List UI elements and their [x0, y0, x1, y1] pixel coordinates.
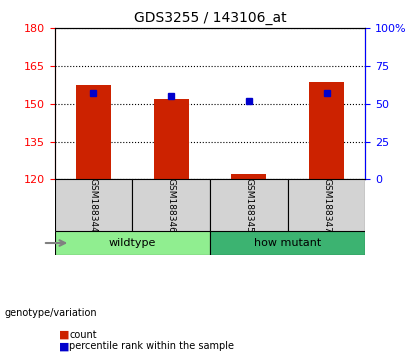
Bar: [309, 82, 344, 179]
Text: ■: ■: [59, 341, 69, 351]
Text: ■: ■: [59, 330, 69, 339]
Bar: [288, 179, 365, 231]
Text: count: count: [69, 330, 97, 339]
Bar: [132, 179, 210, 231]
Text: GSM188344: GSM188344: [89, 178, 98, 233]
Text: genotype/variation: genotype/variation: [4, 308, 97, 318]
Bar: [154, 99, 189, 179]
Text: how mutant: how mutant: [254, 238, 321, 248]
Text: GSM188346: GSM188346: [167, 178, 176, 233]
Bar: [210, 179, 288, 231]
Bar: [55, 179, 132, 231]
Text: GSM188347: GSM188347: [322, 178, 331, 233]
Text: wildtype: wildtype: [109, 238, 156, 248]
Text: percentile rank within the sample: percentile rank within the sample: [69, 341, 234, 351]
Text: GSM188345: GSM188345: [244, 178, 253, 233]
Bar: [76, 85, 111, 179]
Bar: [55, 231, 210, 255]
Bar: [210, 231, 365, 255]
Bar: [231, 174, 266, 179]
Title: GDS3255 / 143106_at: GDS3255 / 143106_at: [134, 11, 286, 24]
